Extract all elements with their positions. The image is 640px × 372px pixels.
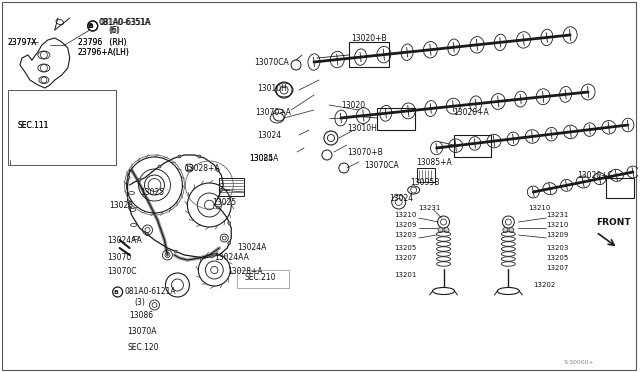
Text: 13205: 13205 [394, 245, 416, 251]
Circle shape [175, 250, 177, 253]
Text: 13231: 13231 [419, 205, 441, 211]
Text: 13231: 13231 [546, 212, 568, 218]
Text: 13070CA: 13070CA [254, 58, 289, 67]
Text: 13207: 13207 [394, 255, 416, 261]
Text: 23797X: 23797X [8, 38, 38, 46]
Text: 13203: 13203 [394, 232, 416, 238]
Bar [454, 135, 492, 157]
Circle shape [444, 228, 449, 232]
Text: FRONT: FRONT [596, 218, 630, 227]
Text: 23796+A(LH): 23796+A(LH) [77, 48, 130, 57]
Text: 13070+A: 13070+A [255, 108, 291, 116]
Text: (6): (6) [109, 26, 120, 35]
Circle shape [503, 228, 508, 232]
Bar [349, 42, 388, 67]
Text: 13210: 13210 [546, 222, 568, 228]
Text: 23797X: 23797X [8, 38, 38, 46]
Circle shape [145, 232, 148, 235]
Text: 13207: 13207 [546, 265, 568, 271]
Text: 13028+A: 13028+A [227, 267, 263, 276]
Text: 13210: 13210 [528, 205, 550, 211]
Text: 13010H: 13010H [347, 124, 377, 132]
Circle shape [438, 228, 443, 232]
Text: 13086: 13086 [129, 311, 154, 320]
Text: 13070CA: 13070CA [364, 160, 399, 170]
Circle shape [127, 176, 130, 179]
Circle shape [228, 241, 231, 244]
Text: (6): (6) [109, 26, 120, 35]
Circle shape [198, 155, 201, 158]
Text: 13025: 13025 [212, 198, 236, 206]
Circle shape [158, 165, 161, 168]
Text: 13070+B: 13070+B [347, 148, 383, 157]
Text: 13024AA: 13024AA [214, 253, 249, 263]
Circle shape [128, 206, 131, 209]
Text: 13028: 13028 [109, 201, 134, 209]
Text: SEC.210: SEC.210 [244, 273, 276, 282]
Text: 13209: 13209 [546, 232, 568, 238]
Text: 13085: 13085 [249, 154, 273, 163]
Text: 13024: 13024 [257, 131, 282, 140]
Circle shape [211, 255, 213, 258]
Text: SEC.120: SEC.120 [127, 343, 159, 353]
Text: SEC.111: SEC.111 [18, 121, 49, 129]
Text: B: B [87, 23, 92, 29]
Circle shape [509, 228, 514, 232]
Circle shape [138, 179, 141, 182]
Text: 13024A: 13024A [237, 244, 267, 253]
Text: 13209: 13209 [394, 222, 416, 228]
Text: 13020+B: 13020+B [351, 33, 387, 42]
Text: 13070A: 13070A [127, 327, 157, 337]
Text: S:30000+: S:30000+ [563, 360, 594, 366]
Text: B: B [113, 289, 118, 295]
Bar [8, 90, 116, 165]
Text: 23796   (RH): 23796 (RH) [77, 38, 126, 46]
Bar [237, 270, 289, 288]
Text: 13095B: 13095B [411, 177, 440, 186]
Text: 13024: 13024 [388, 193, 413, 202]
Text: 13202: 13202 [533, 282, 556, 288]
Bar [606, 178, 634, 198]
Text: 13070C: 13070C [108, 267, 137, 276]
Bar [417, 168, 435, 182]
Text: SEC.111: SEC.111 [18, 121, 49, 129]
Text: 13201: 13201 [394, 272, 416, 278]
Bar [377, 108, 415, 130]
Text: 13085+A: 13085+A [417, 157, 452, 167]
Text: 23796+A(LH): 23796+A(LH) [77, 48, 130, 57]
Text: 13020+C: 13020+C [577, 170, 613, 180]
Text: 13024AA: 13024AA [108, 235, 143, 244]
Bar [220, 178, 244, 196]
Text: 081A0-6351A: 081A0-6351A [100, 17, 152, 26]
Text: 13010H: 13010H [257, 83, 287, 93]
Text: 13028+A: 13028+A [184, 164, 220, 173]
Text: 13203: 13203 [546, 245, 568, 251]
Text: 13024A: 13024A [249, 154, 278, 163]
Text: 23796   (RH): 23796 (RH) [77, 38, 126, 46]
Text: (3): (3) [134, 298, 145, 307]
Circle shape [228, 221, 231, 224]
Text: 13205: 13205 [546, 255, 568, 261]
Text: B: B [88, 23, 93, 29]
Circle shape [216, 169, 220, 171]
Text: 13020+A: 13020+A [454, 108, 489, 116]
Circle shape [216, 206, 220, 209]
Circle shape [178, 155, 181, 158]
Text: 13025: 13025 [140, 187, 164, 196]
Text: 13020: 13020 [341, 100, 365, 109]
Text: 081A0-6351A: 081A0-6351A [99, 17, 150, 26]
Text: 081A0-6121A: 081A0-6121A [125, 288, 176, 296]
Circle shape [220, 189, 223, 192]
Text: 13210: 13210 [394, 212, 416, 218]
Text: 13070: 13070 [108, 253, 132, 263]
